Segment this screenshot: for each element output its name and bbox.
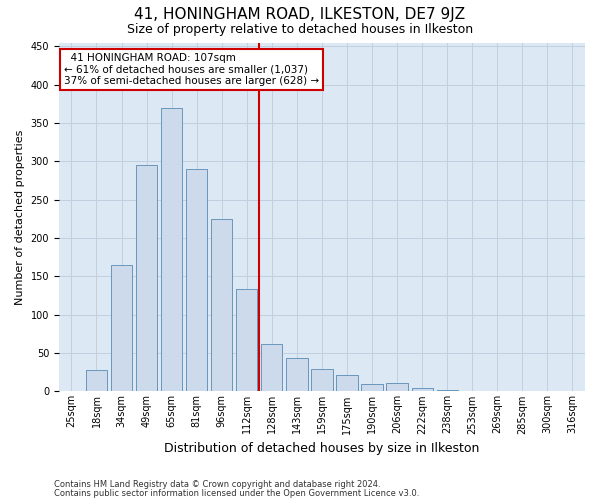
Bar [337,374,358,392]
Bar [111,265,132,392]
Bar [437,390,458,392]
Text: Contains public sector information licensed under the Open Government Licence v3: Contains public sector information licen… [54,488,419,498]
Text: 41, HONINGHAM ROAD, ILKESTON, DE7 9JZ: 41, HONINGHAM ROAD, ILKESTON, DE7 9JZ [134,8,466,22]
Bar [311,369,332,392]
Bar [286,358,308,392]
Text: Size of property relative to detached houses in Ilkeston: Size of property relative to detached ho… [127,22,473,36]
Bar [61,390,82,392]
Bar [361,384,383,392]
Bar [86,370,107,392]
Bar [161,108,182,392]
Bar [136,165,157,392]
Text: 41 HONINGHAM ROAD: 107sqm
← 61% of detached houses are smaller (1,037)
37% of se: 41 HONINGHAM ROAD: 107sqm ← 61% of detac… [64,53,319,86]
X-axis label: Distribution of detached houses by size in Ilkeston: Distribution of detached houses by size … [164,442,479,455]
Bar [236,290,257,392]
Bar [211,219,232,392]
Bar [386,383,408,392]
Bar [261,344,283,392]
Bar [412,388,433,392]
Text: Contains HM Land Registry data © Crown copyright and database right 2024.: Contains HM Land Registry data © Crown c… [54,480,380,489]
Bar [186,169,208,392]
Y-axis label: Number of detached properties: Number of detached properties [15,130,25,304]
